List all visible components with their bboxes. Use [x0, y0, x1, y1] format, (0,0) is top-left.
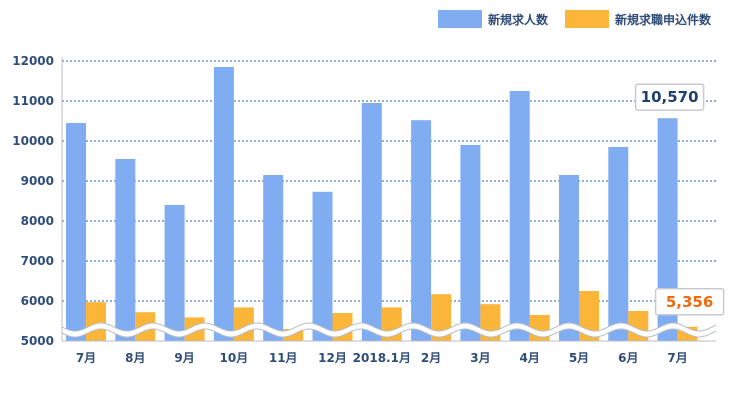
bar-new-job-offers — [213, 67, 234, 341]
axis-break-band — [62, 323, 716, 337]
y-tick-labels: 12000 11000 10000 9000 8000 7000 6000 5000 — [12, 54, 54, 348]
y-tick-label: 9000 — [21, 174, 54, 188]
callout-value: 5,356 — [666, 293, 713, 311]
bar-new-job-offers — [657, 118, 678, 341]
bar-new-job-offers — [608, 147, 629, 341]
x-tick-label: 10月 — [220, 351, 249, 365]
x-tick-label: 5月 — [569, 351, 589, 365]
bar-new-job-offers — [263, 175, 284, 341]
callout-box — [634, 83, 705, 111]
bar-new-job-offers — [460, 145, 481, 341]
x-tick-label: 7月 — [667, 351, 687, 365]
bar-new-applications — [86, 302, 106, 341]
bar-new-job-offers — [66, 123, 86, 341]
x-tick-label: 12月 — [318, 351, 347, 365]
legend-swatch — [438, 10, 482, 28]
y-tick-label: 5000 — [21, 334, 54, 348]
x-tick-label: 4月 — [520, 351, 540, 365]
y-tick-label: 11000 — [12, 94, 54, 108]
x-tick-label: 2018.1月 — [353, 351, 411, 365]
axis-break-line — [61, 322, 717, 332]
bar-new-job-offers — [164, 205, 185, 341]
x-tick-label: 6月 — [618, 351, 638, 365]
bar-new-job-offers — [312, 191, 333, 341]
bar-new-job-offers — [115, 159, 136, 341]
axis-break — [61, 322, 717, 338]
callout-box — [654, 288, 725, 316]
y-tick-label: 6000 — [21, 294, 54, 308]
bar-new-job-offers — [509, 91, 530, 341]
y-tick-label: 12000 — [12, 54, 54, 68]
y-tick-label: 7000 — [21, 254, 54, 268]
y-tick-label: 8000 — [21, 214, 54, 228]
bar-new-job-offers — [361, 103, 382, 341]
x-tick-labels: 7月 8月 9月 10月 11月 12月 2018.1月 2月 3月 4月 5月 6月 7月 — [76, 351, 688, 365]
bar-new-job-offers — [559, 175, 579, 341]
bars — [66, 67, 698, 341]
x-tick-label: 7月 — [76, 351, 96, 365]
x-tick-label: 8月 — [125, 351, 145, 365]
x-tick-label: 9月 — [174, 351, 194, 365]
x-tick-label: 11月 — [269, 351, 298, 365]
x-tick-label: 2月 — [421, 351, 441, 365]
x-tick-label: 3月 — [470, 351, 490, 365]
axes — [61, 57, 716, 342]
callouts: 10,570 5,356 — [634, 83, 725, 316]
axis-break-line — [61, 328, 717, 338]
legend: 新規求人数 新規求職申込件数 — [438, 10, 712, 28]
y-tick-label: 10000 — [12, 134, 54, 148]
callout-value: 10,570 — [641, 88, 699, 106]
bar-new-job-offers — [411, 120, 432, 341]
legend-label: 新規求人数 — [488, 12, 549, 27]
legend-swatch — [565, 10, 609, 28]
legend-label: 新規求職申込件数 — [615, 12, 712, 27]
